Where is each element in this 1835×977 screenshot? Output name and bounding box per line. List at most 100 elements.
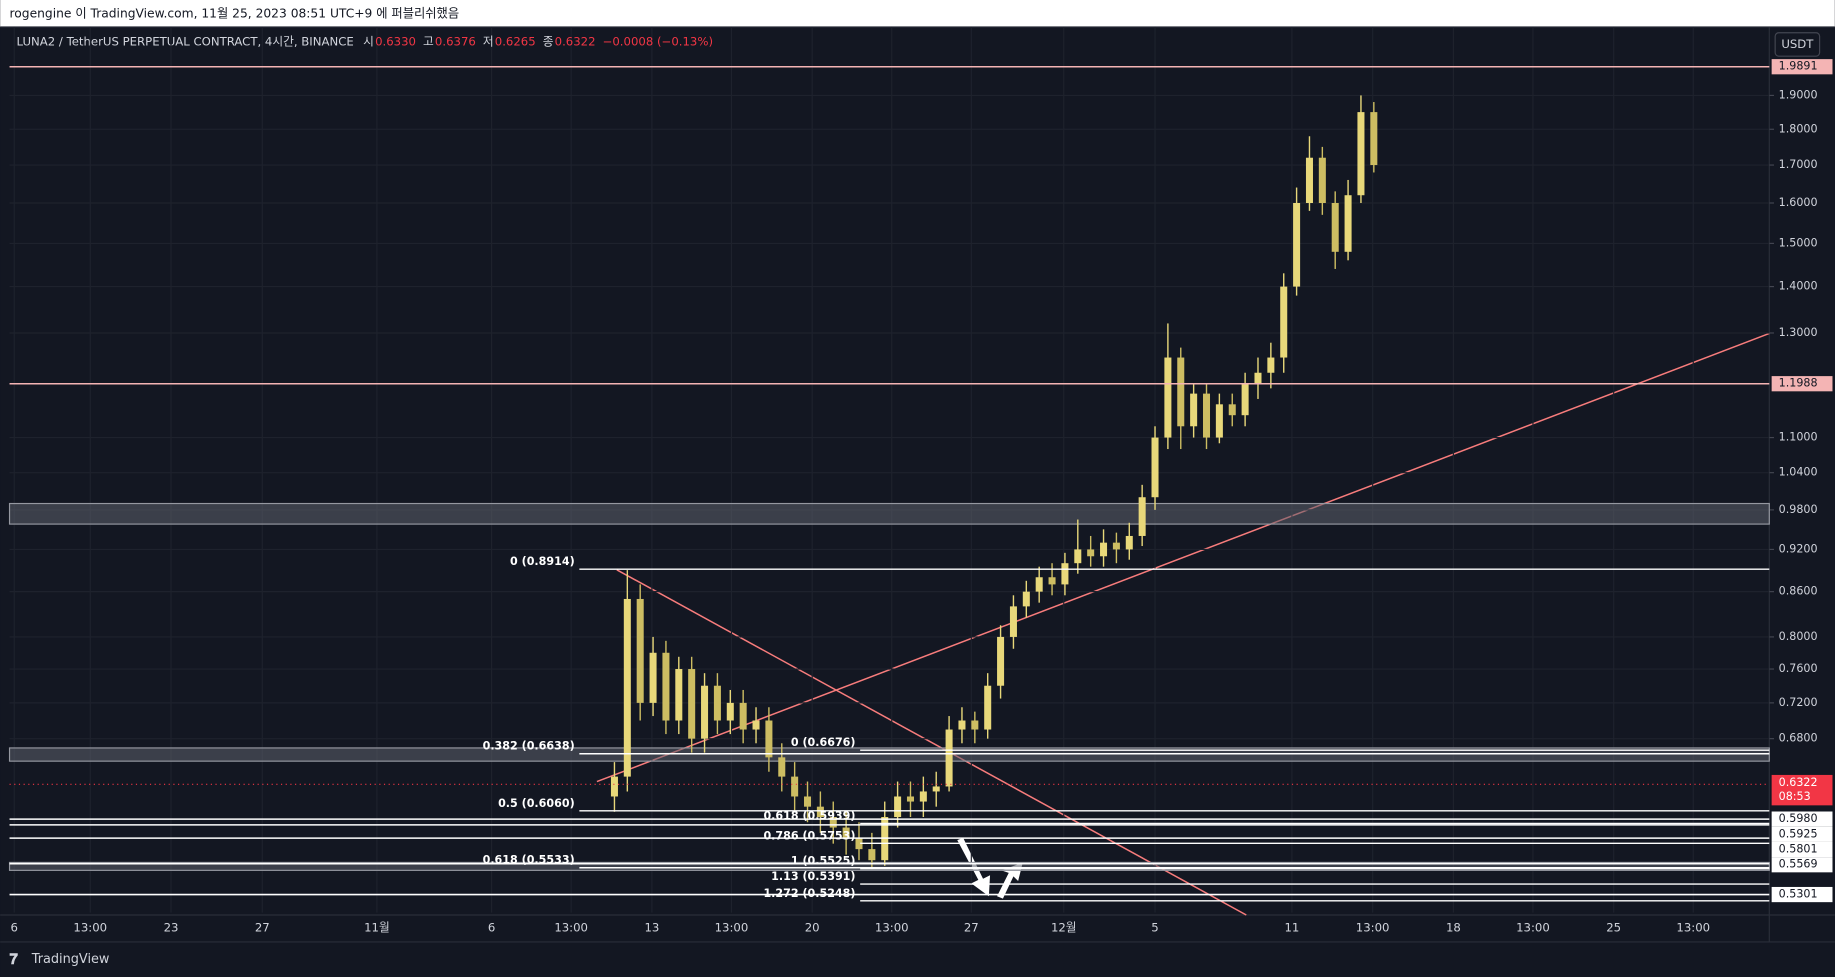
y-tick-label: 0.8600 — [1779, 585, 1818, 598]
candle-body — [894, 796, 902, 818]
brand-logo: 𝟕 — [10, 950, 19, 968]
level-label: 1.9891 — [1779, 60, 1818, 73]
candle-body — [1357, 112, 1365, 196]
y-tick-label: 1.5000 — [1779, 236, 1818, 249]
x-tick-label: 13:00 — [715, 920, 749, 934]
y-tick-label: 1.7000 — [1779, 158, 1818, 171]
currency: USDT — [1781, 37, 1814, 51]
candle-body — [945, 729, 953, 787]
x-tick-label: 5 — [1151, 920, 1158, 934]
quote-value: 0.6265 — [495, 35, 536, 49]
candle-body — [1215, 404, 1223, 438]
candle-body — [1022, 591, 1030, 607]
x-tick-label: 20 — [805, 920, 820, 934]
current-price-tag — [1771, 774, 1833, 806]
candle-body — [1202, 393, 1211, 438]
candle-body — [752, 720, 760, 730]
y-tick-label: 0.7200 — [1779, 696, 1818, 709]
candle-body — [1138, 497, 1146, 536]
level-tag — [1771, 59, 1833, 75]
trend-lines — [596, 332, 1770, 916]
candle-body — [1087, 549, 1095, 557]
candle-body — [726, 702, 734, 721]
candle-body — [1305, 157, 1313, 203]
candle-body — [713, 685, 721, 721]
candle-body — [610, 776, 618, 797]
x-tick-label: 13:00 — [73, 920, 107, 934]
fib-label: 0.618 (0.5533) — [483, 854, 575, 867]
brand: TradingView — [31, 952, 110, 967]
x-tick-label: 13:00 — [554, 920, 588, 934]
candle-body — [1370, 112, 1378, 166]
fib-label: 0.786 (0.5753) — [763, 829, 855, 842]
zone — [8, 861, 1770, 871]
candle-body — [1112, 542, 1120, 550]
symbol: LUNA2 / TetherUS PERPETUAL CONTRACT, 4시간… — [17, 35, 354, 49]
level-label: 0.5301 — [1779, 888, 1818, 901]
fib-label: 1.13 (0.5391) — [771, 870, 855, 883]
candle-body — [906, 796, 914, 802]
x-tick-label: 25 — [1606, 920, 1621, 934]
level-tag — [1771, 826, 1833, 842]
fib-label: 0.382 (0.6638) — [483, 740, 575, 753]
y-tick-label: 0.6800 — [1779, 732, 1818, 745]
fib-label: 0.5 (0.6060) — [498, 797, 575, 810]
quote-label: 종 — [543, 35, 554, 49]
candle-body — [1190, 393, 1198, 427]
candle-body — [1331, 202, 1339, 252]
x-tick-label: 13:00 — [875, 920, 909, 934]
y-tick-label: 1.0400 — [1779, 466, 1818, 479]
candle-body — [984, 685, 992, 730]
y-tick-label: 1.8000 — [1779, 122, 1818, 135]
candle-body — [1228, 404, 1236, 416]
quote-label: 시 — [363, 35, 374, 49]
candle-body — [816, 806, 824, 818]
fib-label: 1 (0.5525) — [791, 855, 856, 868]
candle-body — [1151, 437, 1159, 498]
candle-body — [701, 685, 709, 739]
y-tick-label: 0.9800 — [1779, 503, 1818, 516]
candle-body — [958, 720, 966, 730]
x-tick-label: 11월 — [364, 920, 390, 934]
y-tick-label: 1.6000 — [1779, 196, 1818, 209]
grid — [9, 26, 1770, 913]
level-label: 1.1988 — [1779, 377, 1818, 390]
candle-body — [1125, 535, 1133, 550]
candle-body — [1164, 357, 1172, 438]
y-tick-label: 0.8000 — [1779, 630, 1818, 643]
publisher-bar — [0, 0, 1835, 27]
level-tag — [1771, 376, 1833, 392]
candle-body — [1035, 577, 1043, 592]
currency-button[interactable] — [1774, 32, 1821, 57]
candle-body — [1293, 202, 1301, 287]
fib-label: 0 (0.6676) — [791, 736, 856, 749]
current-price-label: 0.6322 — [1779, 776, 1818, 789]
candle-body — [971, 720, 979, 730]
countdown: 08:53 — [1779, 790, 1811, 803]
fib-label: 0 (0.8914) — [510, 555, 575, 568]
y-tick-label: 0.7600 — [1779, 662, 1818, 675]
x-tick-label: 27 — [255, 920, 270, 934]
candle-body — [855, 838, 863, 850]
level-label: 0.5980 — [1779, 812, 1818, 825]
quote-label: 고 — [423, 35, 434, 49]
y-tick-label: 1.4000 — [1779, 280, 1818, 293]
y-tick-label: 1.3000 — [1779, 326, 1818, 339]
quote-value: 0.6322 — [555, 35, 596, 49]
x-tick-label: 6 — [10, 920, 17, 934]
x-tick-label: 6 — [488, 920, 495, 934]
candle-body — [623, 598, 631, 777]
quote-value: 0.6376 — [435, 35, 476, 49]
candle-body — [636, 598, 644, 703]
candle-body — [791, 776, 799, 797]
candle-body — [778, 757, 786, 777]
candle-body — [1074, 549, 1082, 564]
level-label: 0.5569 — [1779, 858, 1818, 871]
level-tag — [1771, 857, 1833, 873]
candle-body — [1100, 542, 1108, 557]
candle-body — [688, 669, 696, 739]
x-tick-label: 13 — [644, 920, 659, 934]
candle-body — [1241, 383, 1249, 416]
